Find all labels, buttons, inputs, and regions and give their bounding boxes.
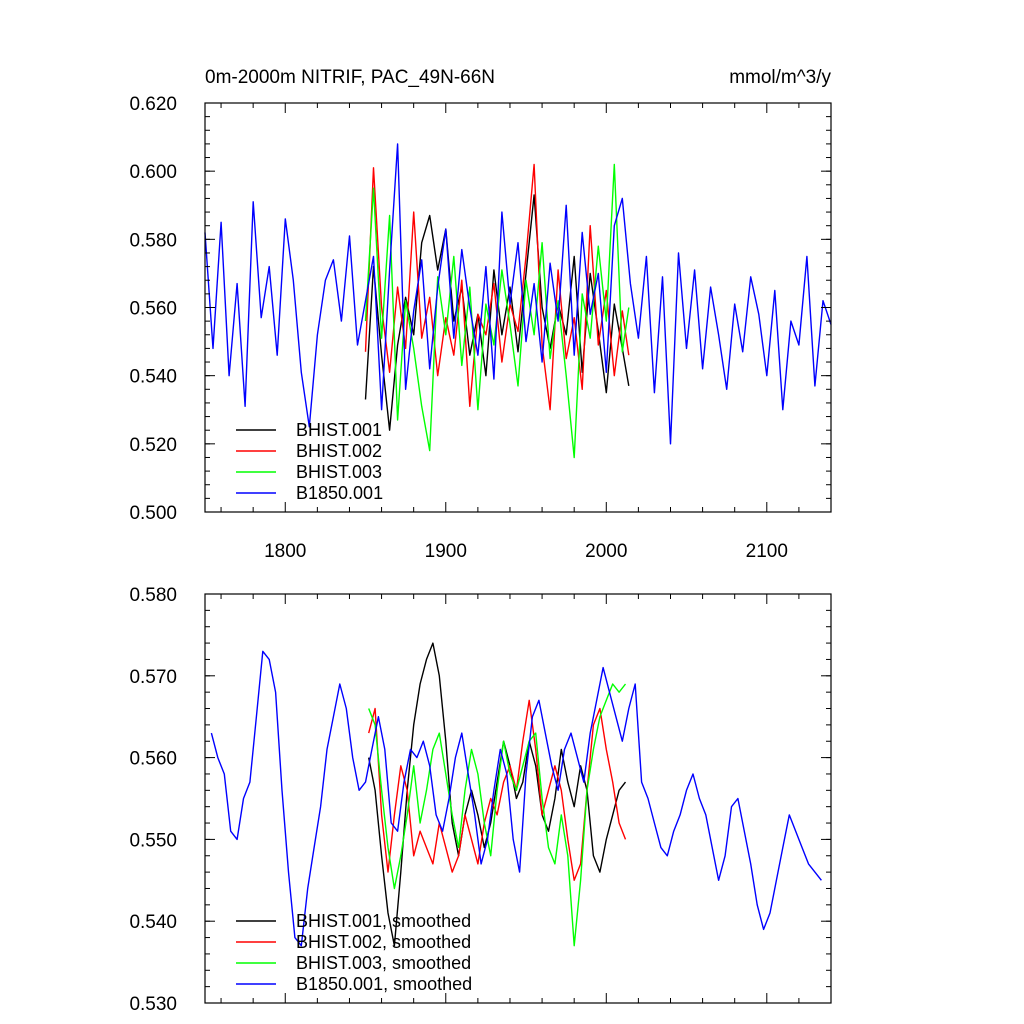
top-legend-label-4: B1850.001 — [296, 483, 383, 503]
bottom-legend-label-4: B1850.001, smoothed — [296, 974, 472, 994]
top-y-tick-label: 0.600 — [129, 162, 177, 183]
top-panel-series-group — [204, 143, 832, 459]
bottom-y-tick-label: 0.560 — [129, 749, 177, 770]
bottom-y-tick-label: 0.570 — [129, 667, 177, 688]
top-legend-label-2: BHIST.002 — [296, 441, 382, 461]
top-panel: 0m-2000m NITRIF, PAC_49N-66N mmol/m^3/y … — [129, 67, 832, 562]
bottom-y-tick-label: 0.580 — [129, 585, 177, 606]
top-x-tick-label: 1900 — [425, 541, 467, 562]
top-x-tick-label: 1800 — [264, 541, 306, 562]
top-series-line-4 — [204, 143, 832, 445]
top-y-tick-label: 0.620 — [129, 94, 177, 115]
top-y-tick-label: 0.580 — [129, 230, 177, 251]
top-series-line-2 — [364, 163, 630, 411]
bottom-y-tick-label: 0.540 — [129, 912, 177, 933]
top-y-tick-label: 0.520 — [129, 435, 177, 456]
bottom-legend-label-1: BHIST.001, smoothed — [296, 911, 471, 931]
top-panel-title-left: 0m-2000m NITRIF, PAC_49N-66N — [205, 67, 495, 88]
bottom-y-tick-label: 0.530 — [129, 994, 177, 1015]
top-y-tick-label: 0.560 — [129, 299, 177, 320]
bottom-y-tick-label: 0.550 — [129, 830, 177, 851]
bottom-panel-frame — [204, 593, 832, 1004]
bottom-series-line-3 — [368, 683, 627, 947]
bottom-legend-label-3: BHIST.003, smoothed — [296, 953, 471, 973]
top-panel-title-right: mmol/m^3/y — [729, 67, 831, 88]
bottom-panel: 0.530 0.540 0.550 0.560 0.570 0.580 BHIST.001… — [129, 585, 832, 1015]
bottom-legend-label-2: BHIST.002, smoothed — [296, 932, 471, 952]
bottom-panel-ticks: 0.530 0.540 0.550 0.560 0.570 0.580 — [129, 585, 832, 1015]
top-legend-label-3: BHIST.003 — [296, 462, 382, 482]
top-panel-ticks: 0.500 0.520 0.540 0.560 0.580 0.600 0.620 1800 1… — [129, 94, 832, 562]
top-x-tick-label: 2100 — [746, 541, 788, 562]
top-legend-label-1: BHIST.001 — [296, 420, 382, 440]
bottom-series-line-1 — [368, 642, 627, 947]
top-y-tick-label: 0.500 — [129, 503, 177, 524]
bottom-panel-series-group — [210, 642, 822, 947]
bottom-series-line-4 — [210, 650, 822, 947]
top-x-tick-label: 2000 — [585, 541, 627, 562]
top-y-tick-label: 0.540 — [129, 367, 177, 388]
bottom-series-line-2 — [368, 699, 627, 881]
top-panel-frame — [204, 102, 832, 513]
